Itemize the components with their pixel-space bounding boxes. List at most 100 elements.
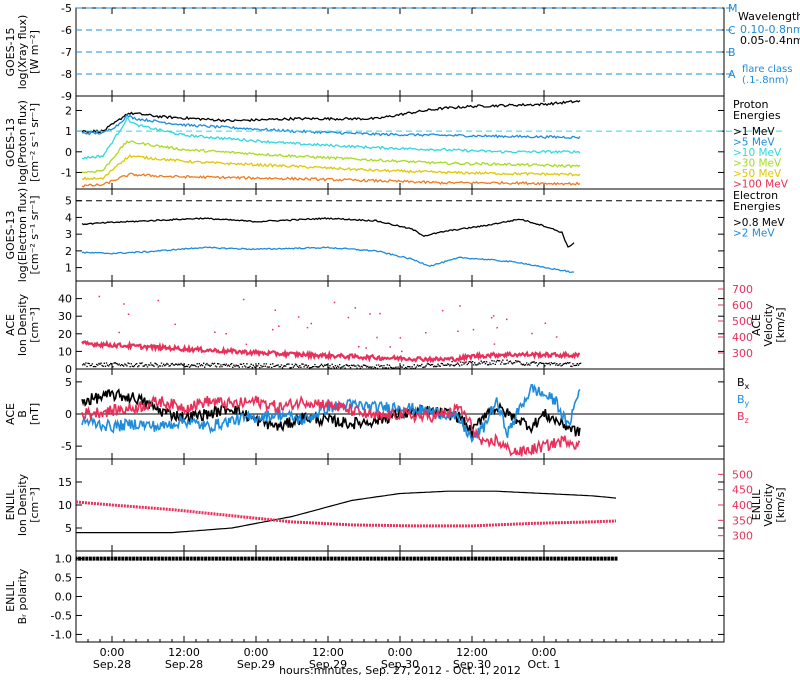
ylabel: Ion Density	[16, 293, 29, 356]
ylabel: GOES-13	[4, 210, 17, 259]
plot-area	[103, 20, 582, 102]
series-ace_density-1	[81, 339, 581, 364]
ylabel: ACE	[4, 314, 17, 336]
xtick-time-label: 0:00	[388, 646, 413, 659]
panel-frame	[75, 550, 725, 643]
ylabel: [cm⁻² s⁻¹ sr⁻¹]	[28, 103, 41, 182]
series-proton-3	[81, 140, 581, 174]
legend-entry: >100 MeV	[733, 179, 789, 191]
panel-enlil_polarity: -1.0 -0.5 0.0 0.5 1.0 ENLIL Bᵣ polarity	[4, 550, 725, 643]
plot-area	[76, 383, 724, 457]
legend-note: (.1-.8nm)	[742, 75, 789, 86]
series-proton-5	[81, 172, 581, 188]
legend-title: Energies	[733, 109, 781, 122]
legend-note: flare class	[742, 64, 792, 75]
ylabel: Ion Density	[16, 473, 29, 536]
legend-entry: Bz	[737, 410, 749, 425]
ytick-label: 20	[58, 328, 72, 341]
ytick-label: -7	[61, 46, 72, 59]
legend-title: Electron	[733, 189, 778, 202]
ylabel: ENLIL	[4, 489, 17, 521]
ytick-right-label: 700	[732, 283, 753, 296]
legend-entry: Bx	[737, 376, 750, 391]
series-proton-1	[81, 113, 581, 140]
flare-class-label: M	[728, 2, 738, 15]
plot-area	[76, 490, 617, 534]
panel-frame	[75, 458, 725, 552]
ylabel: [W m⁻²]	[28, 30, 41, 74]
xtick-time-label: 0:00	[532, 646, 557, 659]
ylabel-right: [km/s]	[774, 487, 787, 522]
xtick-date-label: Sep.28	[165, 658, 203, 671]
xtick-date-label: Oct. 1	[527, 658, 560, 671]
ytick-label: -1.0	[51, 628, 72, 641]
legend-entry: 0.05-0.4nm	[740, 34, 800, 47]
legend-entry: >2 MeV	[733, 228, 775, 240]
ytick-label: 30	[58, 310, 72, 323]
ytick-label: 0	[65, 363, 72, 376]
ytick-label: -6	[61, 24, 72, 37]
series-ace_b-1	[81, 383, 581, 444]
panel-frame	[75, 95, 725, 190]
panel-frame	[75, 188, 725, 282]
ytick-right-label: 600	[732, 299, 753, 312]
ytick-label: 5	[65, 522, 72, 535]
ytick-label: 1	[65, 262, 72, 275]
ylabel-right: [km/s]	[774, 307, 787, 342]
ytick-right-label: 400	[732, 331, 753, 344]
ytick-right-label: 300	[732, 347, 753, 360]
ytick-right-label: 300	[732, 530, 753, 543]
ytick-right-label: 500	[732, 315, 753, 328]
ylabel: [cm⁻² s⁻¹ sr⁻¹]	[28, 196, 41, 275]
xtick-time-label: 12:00	[312, 646, 344, 659]
ylabel: Bᵣ polarity	[16, 568, 29, 624]
legend-entry: >0.8 MeV	[733, 217, 785, 229]
ylabel: GOES-15	[4, 27, 17, 76]
xtick-time-label: 12:00	[456, 646, 488, 659]
ylabel-right: ENLIL	[750, 489, 763, 521]
ytick-label: -5	[61, 2, 72, 15]
series-proton-0	[81, 100, 581, 134]
panel-xray: -9 -8 -7 -6 -5 GOES-15 log(Xray flux) [W m⁻²] AB…	[4, 2, 800, 103]
ylabel: [cm⁻³]	[28, 307, 41, 343]
ylabel: log(Proton flux)	[16, 100, 29, 185]
xtick-time-label: 0:00	[244, 646, 269, 659]
legend-title: Energies	[733, 200, 781, 213]
ytick-right-label: 400	[732, 499, 753, 512]
legend-title: Proton	[733, 98, 768, 111]
ytick-label: 10	[58, 499, 72, 512]
legend-entry: By	[737, 393, 750, 408]
xtick-date-label: Sep.30	[381, 658, 419, 671]
ytick-label: 2	[65, 245, 72, 258]
ylabel: GOES-13	[4, 118, 17, 167]
ytick-label: -8	[61, 68, 72, 81]
ytick-label: -9	[61, 90, 72, 103]
legend-entry: >50 MeV	[733, 168, 782, 180]
ytick-label: 10	[58, 345, 72, 358]
series-outliers	[98, 295, 558, 353]
legend-entry: >10 MeV	[733, 147, 782, 159]
series-ace_b-0	[81, 388, 581, 439]
series-velocity	[76, 500, 617, 528]
series-ace_b-2	[81, 394, 581, 457]
ytick-label: 2	[65, 104, 72, 117]
series-density	[76, 490, 617, 534]
series-proton-4	[81, 153, 581, 181]
series-proton-2	[81, 116, 581, 160]
series-electron-1	[81, 246, 575, 274]
ylabel-right: Velocity	[762, 303, 775, 347]
ylabel: B	[16, 410, 29, 418]
xtick-date-label: Sep.29	[237, 658, 275, 671]
flare-class-label: B	[728, 46, 736, 59]
series-ace_density-0	[82, 359, 582, 369]
plot-area	[76, 200, 724, 274]
ytick-label: 0.5	[55, 572, 73, 585]
ytick-right-label: 450	[732, 484, 753, 497]
ytick-label: 0	[65, 408, 72, 421]
legend-entry: >1 MeV	[733, 126, 775, 138]
ytick-label: 1.0	[55, 553, 73, 566]
ylabel: ENLIL	[4, 580, 17, 612]
xtick-date-label: Sep.30	[453, 658, 491, 671]
